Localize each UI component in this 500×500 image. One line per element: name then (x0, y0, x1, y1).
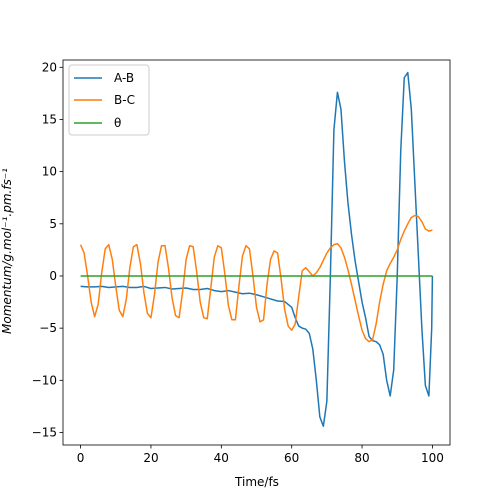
legend-frame (68, 64, 150, 136)
plot-area (79, 71, 434, 427)
x-tick-label: 40 (214, 451, 229, 465)
y-tick-label: 10 (42, 165, 57, 179)
series-line-b-c (79, 214, 433, 343)
y-tick-label: −5 (39, 321, 57, 335)
axes: 0 20 40 60 80 100 −15 −10 −5 0 5 10 15 20 (32, 59, 451, 465)
y-tick-label: −15 (32, 425, 57, 439)
y-tick-label: −10 (32, 373, 57, 387)
x-tick-label: 60 (284, 451, 299, 465)
legend-label-b-c: B-C (114, 93, 135, 107)
y-axis-label: Momentum/g.mol⁻¹.pm.fs⁻¹ (0, 168, 14, 334)
x-tick-label: 100 (421, 451, 444, 465)
x-tick-label: 80 (354, 451, 369, 465)
x-tick-label: 20 (143, 451, 158, 465)
y-tick-label: 0 (49, 269, 57, 283)
y-tick-label: 20 (42, 60, 57, 74)
series-line-a-b (80, 71, 434, 427)
x-axis-label: Time/fs (234, 475, 279, 489)
legend-label-a-b: A-B (114, 71, 134, 85)
legend-label-theta: θ (114, 116, 121, 130)
plot-frame (62, 59, 451, 446)
legend: A-B B-C θ (68, 64, 150, 136)
x-tick-label: 0 (77, 451, 85, 465)
y-tick-label: 15 (42, 112, 57, 126)
y-tick-label: 5 (49, 217, 57, 231)
